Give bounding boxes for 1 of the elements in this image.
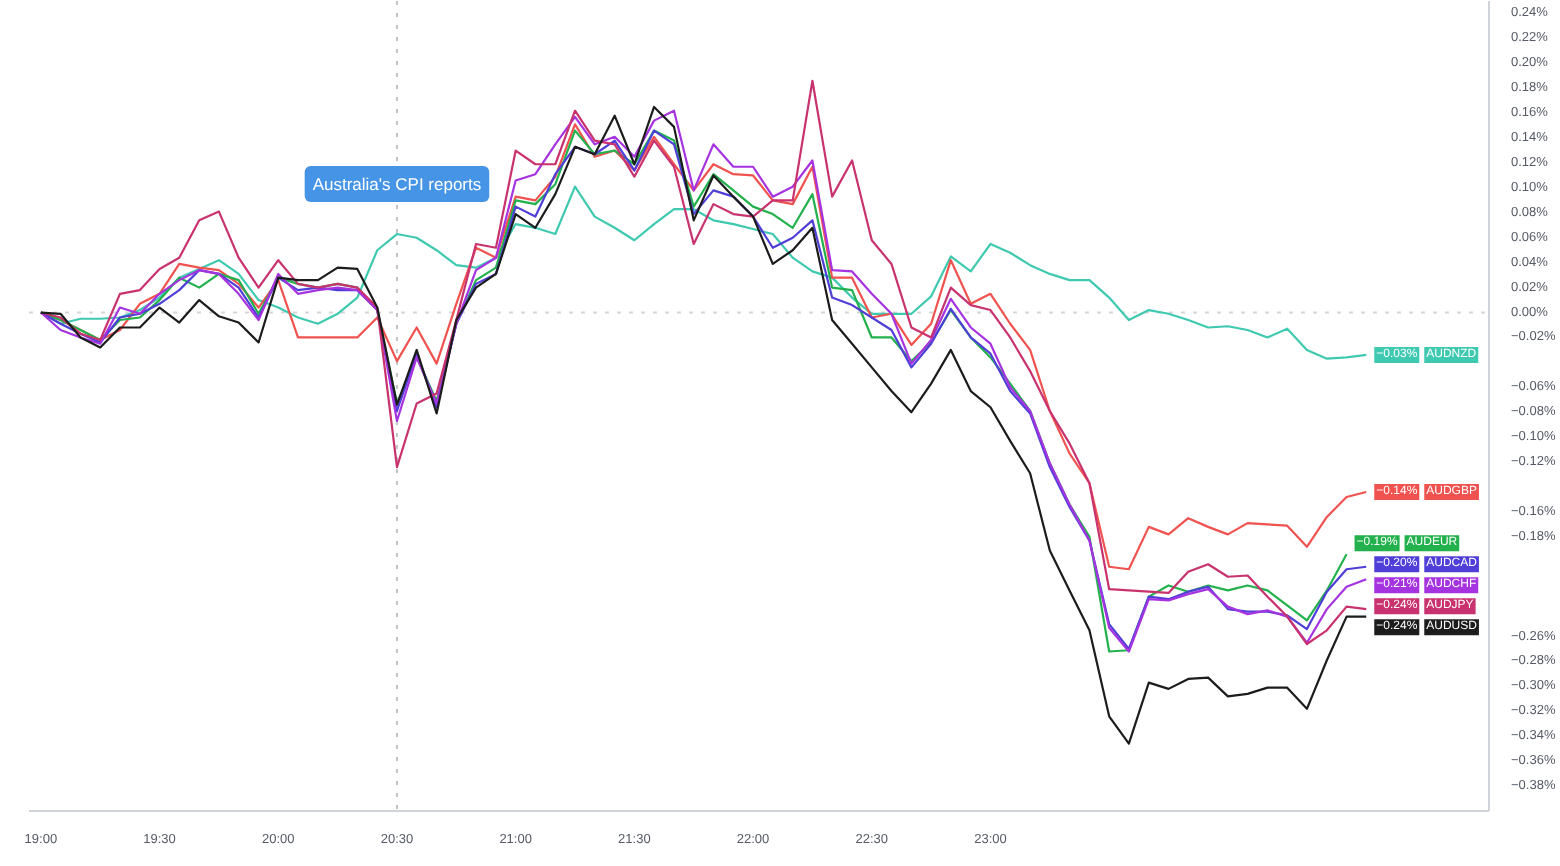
ref-line-label: Australia's CPI reports	[312, 174, 482, 195]
